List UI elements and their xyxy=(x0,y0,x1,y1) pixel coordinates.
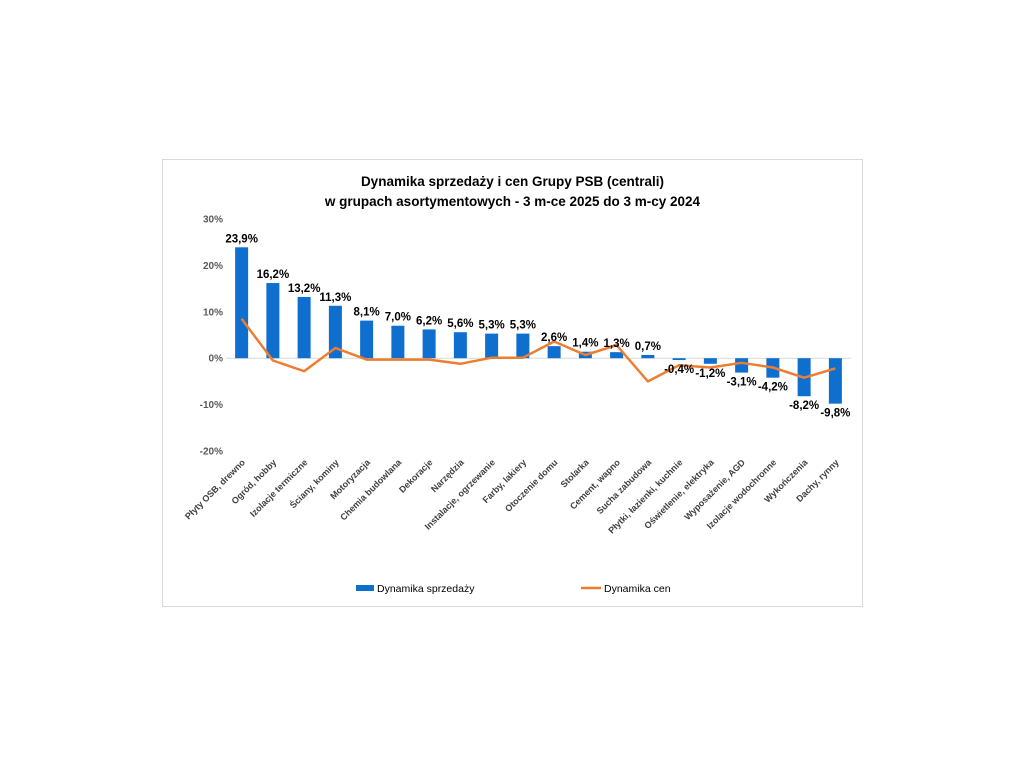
bar xyxy=(453,332,467,359)
data-label: 11,3% xyxy=(319,292,351,304)
data-label: 5,3% xyxy=(510,320,536,332)
x-category-label: Płyty OSB, drewno xyxy=(183,457,247,521)
bar xyxy=(703,358,717,364)
y-tick-label: 30% xyxy=(203,215,223,226)
legend-label-dynamika-cen: Dynamika cen xyxy=(604,583,671,595)
bar xyxy=(735,358,749,373)
series-line-dynamika-cen xyxy=(240,318,836,383)
data-label: -4,2% xyxy=(758,382,788,394)
data-label: 13,2% xyxy=(288,283,321,295)
data-label: 1,3% xyxy=(604,338,630,350)
bar xyxy=(828,358,842,404)
x-category-label: Sucha zabudowa xyxy=(595,457,654,516)
data-label: 2,6% xyxy=(541,332,567,344)
y-tick-label: 10% xyxy=(203,307,223,318)
bar xyxy=(485,333,499,359)
data-label: 8,1% xyxy=(354,307,380,319)
chart-plot: 30% 20% 10% 0% -10% -20% 23,9% 16,2% 13,2%11,3%8… xyxy=(183,215,851,595)
data-label: -8,2% xyxy=(789,400,819,412)
x-category-label: Wyposażenie, AGD xyxy=(682,457,747,522)
data-label: 16,2% xyxy=(257,269,290,281)
bar xyxy=(547,346,561,359)
data-label: 7,0% xyxy=(385,312,411,324)
bar xyxy=(422,329,436,359)
chart-frame: Dynamika sprzedaży i cen Grupy PSB (cent… xyxy=(162,159,863,607)
x-category-label: Dekoracje xyxy=(397,457,434,494)
bar xyxy=(610,352,624,359)
data-label: -9,8% xyxy=(820,408,850,420)
x-category-label: Chemia budowlana xyxy=(338,457,404,523)
data-label: 6,2% xyxy=(416,315,442,327)
bar xyxy=(235,247,249,359)
legend-label-dynamika-sprzedazy: Dynamika sprzedaży xyxy=(377,583,475,595)
data-label: -0,4% xyxy=(664,364,694,376)
y-tick-label: 20% xyxy=(203,261,223,272)
chart-title-line-1: Dynamika sprzedaży i cen Grupy PSB (cent… xyxy=(360,174,665,189)
chart-title-line-2: w grupach asortymentowych - 3 m-ce 2025 … xyxy=(324,194,701,209)
data-label: -1,2% xyxy=(695,368,725,380)
y-tick-label: 0% xyxy=(209,354,224,365)
x-category-label: Izolacje termiczne xyxy=(248,457,310,519)
bar xyxy=(672,358,686,361)
bar xyxy=(391,325,405,359)
bar xyxy=(297,296,311,359)
data-label: 1,4% xyxy=(572,338,598,350)
data-label: 23,9% xyxy=(225,233,258,245)
bar xyxy=(266,283,280,359)
bar xyxy=(328,305,342,359)
bar xyxy=(360,320,374,359)
legend-swatch-dynamika-sprzedazy xyxy=(356,585,374,591)
data-label: 0,7% xyxy=(635,341,661,353)
y-tick-label: -10% xyxy=(200,400,223,411)
data-label: -3,1% xyxy=(727,377,757,389)
data-label: 5,6% xyxy=(447,318,473,330)
data-label: 5,3% xyxy=(479,320,505,332)
bar xyxy=(641,354,655,359)
y-tick-label: -20% xyxy=(200,447,223,458)
bar xyxy=(516,333,530,359)
chart-title: Dynamika sprzedaży i cen Grupy PSB (cent… xyxy=(163,172,862,212)
